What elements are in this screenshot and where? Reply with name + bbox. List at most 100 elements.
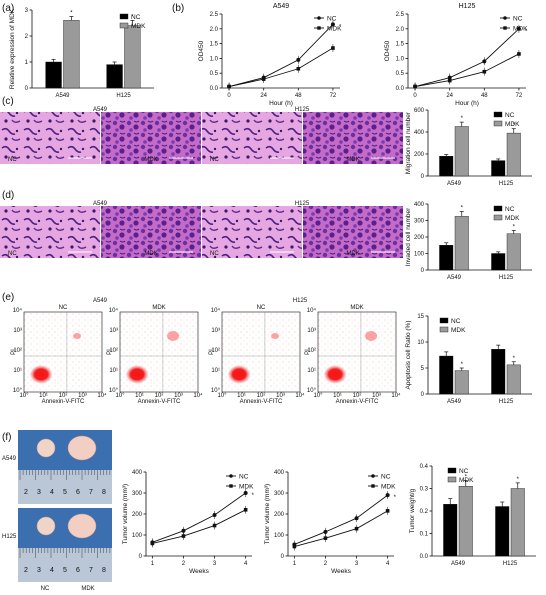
series-line-mdk: [228, 47, 334, 87]
bar-nc: [491, 253, 506, 271]
y-tick-label: 200: [274, 512, 285, 518]
legend-marker: [371, 484, 375, 488]
bar-nc: [491, 160, 506, 177]
bar-mdk: [124, 25, 141, 89]
photo-col-label: NC: [41, 586, 50, 592]
flow-y-axis-label: PI: [11, 349, 17, 355]
flow-y-tick: 10°: [307, 388, 317, 394]
y-tick-label: 0.5: [210, 71, 219, 77]
legend-marker: [317, 16, 321, 20]
micrograph-image: [202, 206, 302, 258]
flow-x-tick: 10³: [174, 393, 183, 399]
bar-mdk: [506, 132, 521, 177]
flow-x-tick: 10¹: [135, 393, 144, 399]
legend-label: NC: [505, 112, 515, 119]
flow-plot-label: MDK: [350, 305, 363, 311]
y-tick-label: 600: [414, 108, 425, 114]
y-tick-label: 2.0: [396, 27, 405, 33]
tumor-nc: [36, 516, 56, 536]
bar-mdk: [510, 488, 525, 557]
flow-x-tick: 10⁴: [97, 392, 107, 399]
legend-marker: [503, 26, 507, 30]
legend-label: MDK: [505, 215, 520, 222]
y-tick-label: 1: [25, 60, 29, 66]
apoptotic-population: [271, 333, 280, 339]
flow-y-axis-label: PI: [305, 349, 311, 355]
ruler-number: 3: [37, 567, 41, 574]
flow-x-axis-label: Annexin-V-FITC: [240, 399, 283, 405]
flow-y-tick: 10²: [109, 348, 118, 354]
x-tick-label: 24: [260, 93, 267, 99]
y-tick-label: 0: [421, 268, 425, 274]
ruler-number: 2: [24, 489, 28, 496]
legend-marker: [317, 26, 321, 30]
series-line-nc: [228, 24, 334, 87]
panel-letter-e: (e): [2, 292, 14, 303]
flow-y-tick: 10°: [109, 388, 119, 394]
significance-mark: *: [394, 495, 397, 501]
legend-marker: [229, 484, 233, 488]
y-tick-label: 200: [414, 235, 425, 241]
significance-mark: *: [465, 475, 468, 481]
flow-y-tick: 10°: [211, 388, 221, 394]
panel-c-micrographs: NC MDK NC MDK A549 H125: [0, 107, 403, 164]
ruler-number: 6: [76, 567, 80, 574]
x-axis-label: Weeks: [331, 568, 351, 575]
y-tick-label: 0.0: [396, 86, 405, 92]
bar-mdk: [454, 370, 469, 395]
flow-x-tick: 10²: [257, 393, 266, 399]
group-label: A549: [93, 298, 108, 304]
legend-label: NC: [451, 318, 461, 325]
x-tick-label: 3: [355, 561, 359, 567]
y-tick-label: 300: [274, 491, 285, 497]
legend-label: NC: [131, 14, 141, 21]
legend-swatch: [493, 120, 503, 127]
legend-label: MDK: [513, 25, 528, 32]
panel-letter-c: (c): [2, 96, 14, 107]
legend-swatch: [119, 13, 129, 20]
x-tick-label: 4: [244, 561, 248, 567]
cell-population-blob: [228, 365, 251, 384]
flow-y-tick: 10³: [13, 328, 22, 334]
y-tick-label: 0.4: [420, 464, 429, 470]
flow-x-tick: 10²: [353, 393, 362, 399]
category-label: A549: [55, 93, 70, 99]
micrograph-label: NC: [8, 157, 17, 163]
x-tick-label: 72: [330, 93, 337, 99]
flow-y-tick: 10²: [307, 348, 316, 354]
flow-x-tick: 10²: [59, 393, 68, 399]
y-tick-label: 0: [139, 554, 143, 560]
y-tick-label: 10: [417, 340, 424, 346]
bar-nc: [443, 504, 458, 557]
panel-letter-f: (f): [2, 432, 11, 443]
ruler-number: 5: [63, 567, 67, 574]
series-line-mdk: [415, 53, 520, 87]
significance-mark: *: [70, 11, 73, 17]
legend-label: MDK: [239, 483, 254, 490]
flow-y-axis-label: PI: [107, 349, 113, 355]
panel-letter-a: (a): [2, 3, 14, 14]
flow-y-tick: 10³: [307, 328, 316, 334]
legend-label: NC: [239, 473, 249, 480]
apoptotic-population: [365, 331, 378, 341]
bar-mdk: [458, 486, 473, 557]
y-tick-label: 1.0: [210, 56, 219, 62]
chart-title: A549: [273, 3, 289, 10]
micrograph-image: [303, 112, 403, 164]
micrograph-image: [202, 112, 302, 164]
y-axis-label: Invaded cell number: [405, 207, 412, 266]
legend-label: NC: [381, 473, 391, 480]
y-tick-label: 400: [132, 470, 143, 476]
y-tick-label: 2: [25, 34, 29, 40]
y-tick-label: 2.5: [210, 12, 219, 18]
flow-y-tick: 10⁴: [307, 307, 317, 314]
cell-population-blob: [30, 365, 53, 384]
significance-mark: *: [513, 224, 516, 230]
micrograph-image: [101, 112, 201, 164]
flow-x-tick: 10⁴: [193, 392, 203, 399]
x-tick-label: 24: [446, 93, 453, 99]
group-label: H125: [295, 201, 310, 207]
flow-x-tick: 10°: [313, 393, 323, 399]
series-line-mdk: [294, 510, 388, 547]
